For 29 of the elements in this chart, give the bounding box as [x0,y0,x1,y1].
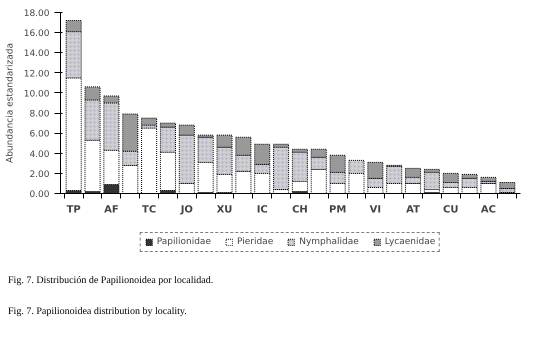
y-tick-label: 4.00 [29,150,50,160]
y-tick-label: 14.00 [24,49,50,60]
y-tick-label: 16.00 [24,29,50,40]
x-tick-label: VI [370,204,382,216]
y-tick-label: 2.00 [29,170,50,180]
x-tick-label: PM [328,204,346,216]
legend-label: Papilionidae [156,237,211,247]
x-tick-label: CH [292,204,308,216]
legend-label: Lycaenidae [384,237,436,247]
legend-label: Pieridae [236,237,274,247]
x-tick-label: CU [443,204,458,216]
x-tick-label: AT [406,204,420,216]
caption: Fig. 7. Distribución de Papilionoidea por localidad. [8,274,214,288]
x-tick-label: AC [480,204,496,216]
y-tick-label: 8.00 [29,110,50,120]
x-tick-label: IC [256,204,268,216]
y-tick-label: 12.00 [24,69,50,80]
x-tick-label: TC [142,204,156,216]
y-tick-label: 10.00 [24,89,50,100]
y-tick-label: 6.00 [29,130,50,140]
x-tick-label: TP [66,204,81,216]
caption: Fig. 7. Papilionoidea distribution by locality. [8,305,187,319]
y-tick-label: 18.00 [24,9,50,19]
legend-label: Nymphalidae [299,237,359,247]
y-axis-title: Abundancia estandarizada [6,43,16,163]
x-tick-label: AF [104,204,119,216]
y-tick-label: 0.00 [29,190,50,200]
x-tick-label: XU [216,204,232,216]
x-tick-label: JO [180,204,193,216]
